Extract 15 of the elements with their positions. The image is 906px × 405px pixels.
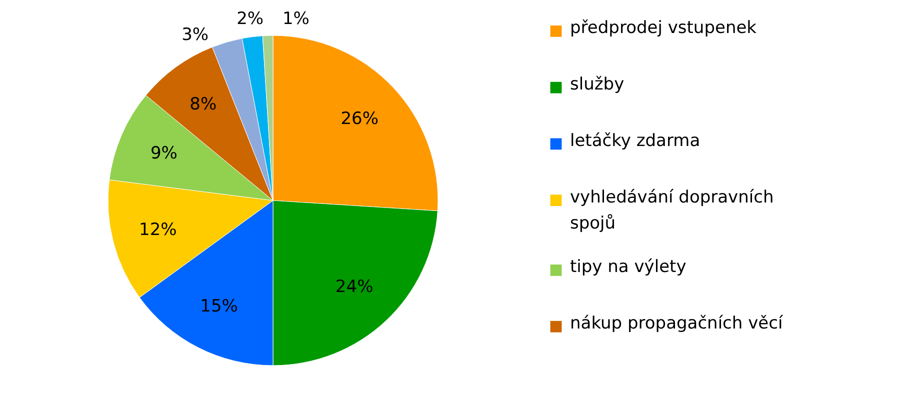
legend-label: letáčky zdarma (570, 130, 700, 151)
data-label: 26% (340, 109, 378, 130)
data-label: 8% (190, 94, 217, 114)
data-label: 2% (236, 8, 264, 29)
data-label: 3% (182, 24, 209, 45)
data-label: 1% (282, 8, 310, 29)
legend-label: nákup propagačních věcí (570, 314, 784, 334)
data-label: 9% (150, 143, 178, 164)
data-label: 15% (200, 296, 238, 316)
legend-label: předprodej vstupenek (570, 18, 757, 38)
legend-label: tipy na výlety (570, 257, 686, 278)
data-label: 24% (335, 277, 374, 298)
legend-label: vyhledávání dopravních spojů (570, 187, 774, 234)
legend-label: služby (570, 74, 624, 95)
data-label: 12% (139, 220, 177, 240)
